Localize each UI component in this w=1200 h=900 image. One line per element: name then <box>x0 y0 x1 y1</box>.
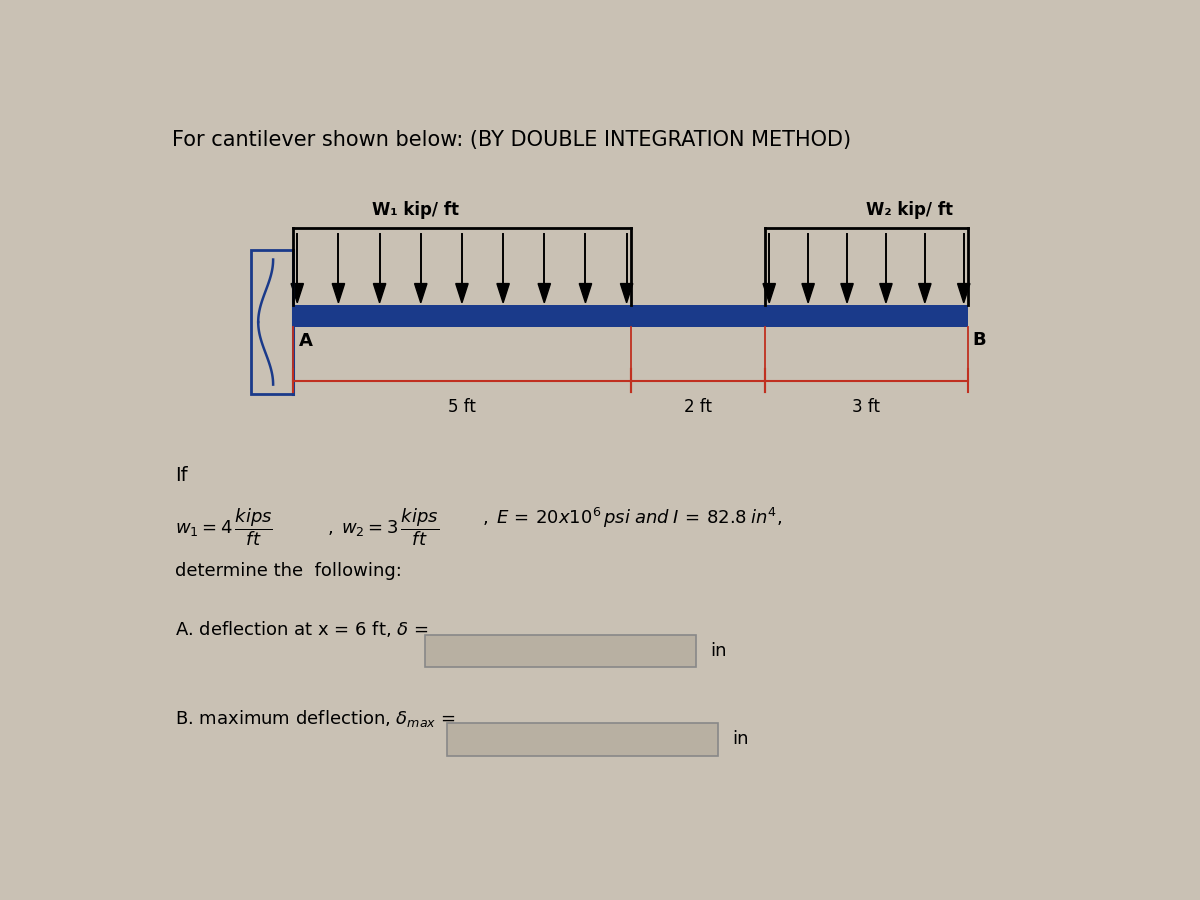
Text: $,\; E \,=\, 20x10^6\,psi\;and\;I \,=\, 82.8\;in^4,$: $,\; E \,=\, 20x10^6\,psi\;and\;I \,=\, … <box>481 506 782 530</box>
Bar <box>293 305 967 327</box>
Text: 2 ft: 2 ft <box>684 398 712 416</box>
Polygon shape <box>456 284 468 302</box>
Polygon shape <box>497 284 509 302</box>
Polygon shape <box>841 284 853 302</box>
Text: 3 ft: 3 ft <box>852 398 881 416</box>
Text: in: in <box>732 731 749 749</box>
Bar <box>425 634 696 667</box>
Text: A. deflection at x = 6 ft, $\delta$ =: A. deflection at x = 6 ft, $\delta$ = <box>175 619 428 639</box>
Text: determine the  following:: determine the following: <box>175 562 402 580</box>
Text: W₂ kip/ ft: W₂ kip/ ft <box>865 201 953 219</box>
Polygon shape <box>292 284 304 302</box>
Text: For cantilever shown below: (BY DOUBLE INTEGRATION METHOD): For cantilever shown below: (BY DOUBLE I… <box>172 130 851 149</box>
Text: $,\; w_2 = 3\,\dfrac{kips}{ft}$: $,\; w_2 = 3\,\dfrac{kips}{ft}$ <box>326 506 439 548</box>
Polygon shape <box>958 284 970 302</box>
Polygon shape <box>880 284 892 302</box>
Text: in: in <box>710 642 727 660</box>
Text: W₁ kip/ ft: W₁ kip/ ft <box>372 201 458 219</box>
Text: If: If <box>175 466 187 485</box>
Text: $w_1 = 4\,\dfrac{kips}{ft}$: $w_1 = 4\,\dfrac{kips}{ft}$ <box>175 506 272 548</box>
Polygon shape <box>580 284 592 302</box>
Bar <box>251 249 293 394</box>
Polygon shape <box>332 284 344 302</box>
Text: A: A <box>299 332 313 350</box>
Text: B: B <box>972 330 986 348</box>
Polygon shape <box>373 284 385 302</box>
Polygon shape <box>620 284 632 302</box>
Bar <box>446 724 718 756</box>
Polygon shape <box>414 284 427 302</box>
Polygon shape <box>538 284 551 302</box>
Polygon shape <box>763 284 775 302</box>
Text: B. maximum deflection, $\delta_{max}$ =: B. maximum deflection, $\delta_{max}$ = <box>175 707 456 729</box>
Polygon shape <box>919 284 931 302</box>
Text: 5 ft: 5 ft <box>448 398 476 416</box>
Polygon shape <box>802 284 815 302</box>
